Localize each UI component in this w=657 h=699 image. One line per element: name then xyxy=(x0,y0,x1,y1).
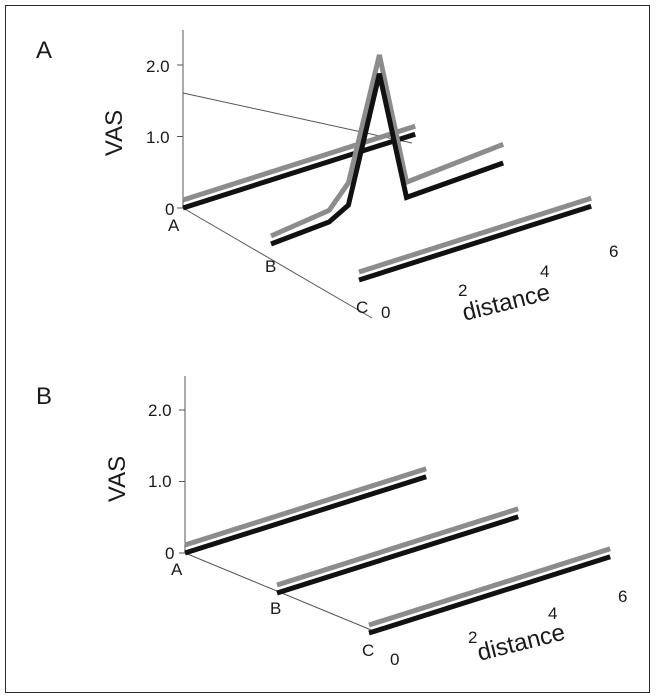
row-label-b: B xyxy=(270,599,281,618)
x-tick-label: 2 xyxy=(458,281,467,300)
row-label-b: B xyxy=(265,257,276,276)
series-line-a-black xyxy=(184,474,427,556)
row-label-a: A xyxy=(168,216,180,235)
row-label-c: C xyxy=(356,298,368,317)
depth-axis xyxy=(182,207,373,319)
x-axis-label: distance xyxy=(475,619,568,667)
series-line-c-gray xyxy=(358,195,592,275)
y-tick-label: 0 xyxy=(165,200,174,219)
series-line-a-gray xyxy=(184,466,427,548)
guide-line xyxy=(182,92,413,144)
y-axis-label: VAS xyxy=(104,456,131,502)
series-line-a-gray xyxy=(182,123,416,203)
series-line-c-black xyxy=(358,203,592,283)
y-tick-label: 1.0 xyxy=(146,128,170,147)
series-line-c-gray xyxy=(368,546,611,628)
x-tick-label: 2 xyxy=(468,628,477,647)
series-line-a-black xyxy=(182,131,416,211)
series-line-b-black xyxy=(270,73,505,247)
y-tick-label: 2.0 xyxy=(148,401,172,420)
y-axis-label: VAS xyxy=(101,110,128,156)
series-line-b-gray xyxy=(269,54,505,239)
x-axis-label: distance xyxy=(460,279,553,327)
panel-label: A xyxy=(36,37,52,64)
x-tick-label: 6 xyxy=(609,242,618,261)
x-tick-label: 4 xyxy=(548,604,557,623)
series-line-c-black xyxy=(368,554,611,636)
panel-label: B xyxy=(36,383,52,410)
y-tick-label: 0 xyxy=(165,544,174,563)
row-label-c: C xyxy=(362,641,374,660)
y-tick-label: 2.0 xyxy=(146,57,170,76)
row-label-a: A xyxy=(171,560,183,579)
x-tick-label: 0 xyxy=(381,303,390,322)
x-tick-label: 4 xyxy=(540,262,549,281)
y-tick-label: 1.0 xyxy=(148,472,172,491)
series-line-b-gray xyxy=(276,506,519,588)
x-tick-label: 6 xyxy=(618,587,627,606)
series-line-b-black xyxy=(276,514,519,596)
x-tick-label: 0 xyxy=(390,650,399,669)
